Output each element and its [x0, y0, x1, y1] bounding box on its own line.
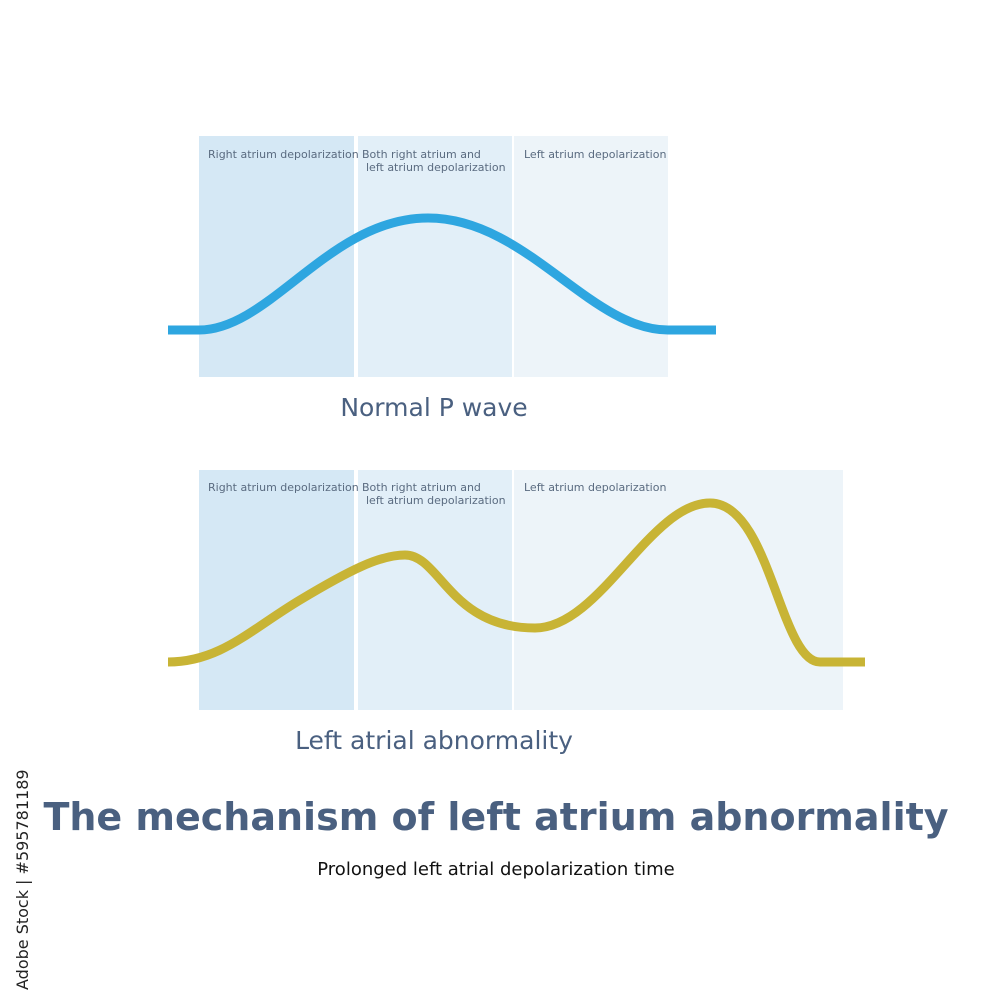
region-label: Right atrium depolarization [208, 481, 359, 494]
region [358, 470, 512, 710]
caption: Normal P wave [340, 393, 527, 422]
region [199, 470, 354, 710]
region [514, 136, 668, 377]
region-label: Left atrium depolarization [524, 148, 666, 161]
p-wave-curve [168, 213, 716, 335]
region [514, 470, 843, 710]
watermark: Adobe Stock | #595781189 [13, 769, 32, 990]
region-label: Both right atrium and [362, 481, 481, 494]
region-label: Both right atrium and [362, 148, 481, 161]
subtitle: Prolonged left atrial depolarization tim… [317, 859, 674, 880]
p-wave-curve [167, 498, 865, 667]
region [358, 136, 512, 377]
region-label: left atrium depolarization [366, 494, 506, 507]
caption: Left atrial abnormality [295, 726, 573, 755]
region-label: Left atrium depolarization [524, 481, 666, 494]
region-label: left atrium depolarization [366, 161, 506, 174]
region-label: Right atrium depolarization [208, 148, 359, 161]
title: The mechanism of left atrium abnormality [43, 795, 948, 839]
